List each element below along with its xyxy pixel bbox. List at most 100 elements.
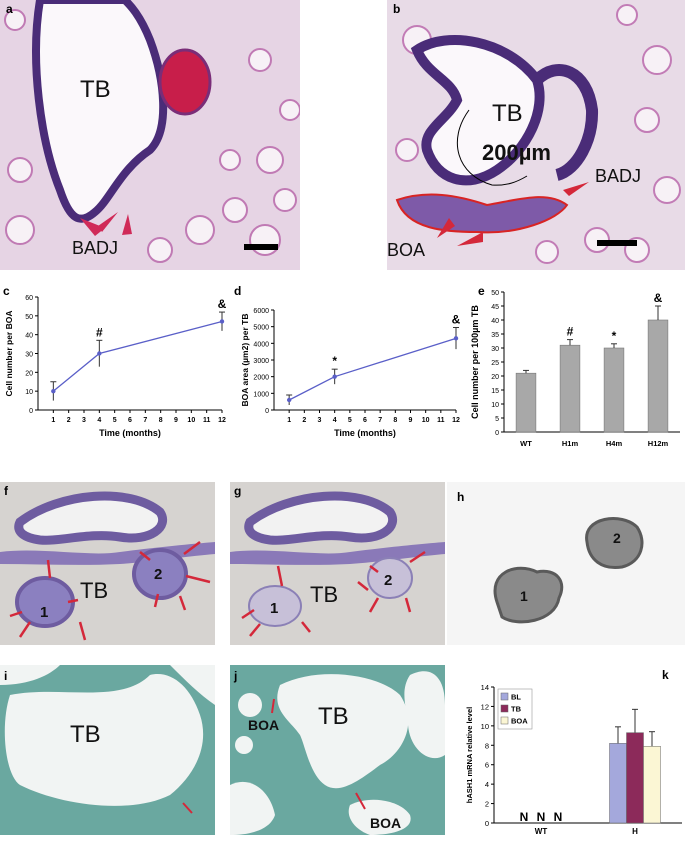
zero-label: N: [554, 810, 563, 824]
category-label: WT: [520, 439, 532, 448]
y-tick-label: 40: [25, 333, 33, 340]
panel-a-overlay: [80, 212, 278, 250]
panel-j-overlay: [271, 698, 366, 810]
x-axis-label: Time (months): [334, 428, 396, 438]
legend: BL TB BOA: [497, 688, 533, 730]
y-axis-label: Cell number per BOA: [4, 311, 14, 397]
data-point: [97, 351, 102, 356]
legend-label: TB: [511, 705, 522, 714]
panel-f-micrograph: f TB 1 2: [0, 482, 215, 645]
y-tick-label: 3000: [253, 358, 269, 365]
panel-g-image: [230, 482, 445, 645]
significance-mark: &: [218, 297, 227, 311]
y-tick-label: 30: [25, 352, 33, 359]
significance-mark: #: [567, 325, 574, 339]
x-tick-label: 4: [333, 417, 337, 424]
x-tick-label: 8: [393, 417, 397, 424]
y-tick-label: 0: [29, 408, 33, 415]
y-tick-label: 5000: [253, 325, 269, 332]
panel-g-num1: 1: [270, 600, 279, 617]
x-tick-label: 2: [67, 417, 71, 424]
panel-i-letter: i: [4, 669, 8, 683]
y-tick-label: 4000: [253, 341, 269, 348]
x-tick-label: 9: [174, 417, 178, 424]
y-tick-label: 45: [491, 304, 499, 311]
y-tick-label: 20: [491, 374, 499, 381]
y-tick-label: 0: [485, 819, 489, 828]
category-label: H1m: [562, 439, 579, 448]
chart-e: 0 5 10 15 20 25 30 35 40 45 50 WT # H1m * H4m & H12m Cell …: [470, 290, 680, 448]
x-tick-label: 4: [97, 417, 101, 424]
x-tick-label: 9: [409, 417, 413, 424]
bar: [647, 319, 669, 433]
y-tick-label: 50: [491, 290, 499, 297]
panel-j-micrograph: j TB BOA BOA: [230, 665, 445, 835]
data-point: [453, 336, 459, 341]
series-line: [288, 337, 457, 401]
panel-f-image: [0, 482, 215, 645]
panel-f-overlay: [9, 541, 211, 641]
series-line: [52, 320, 223, 392]
panel-j-boa1: BOA: [248, 717, 280, 733]
legend-swatch: [500, 716, 509, 725]
significance-mark: &: [654, 291, 663, 305]
panel-b-badj-label: BADJ: [595, 166, 642, 186]
panel-h-num1: 1: [520, 588, 528, 604]
x-tick-label: 3: [82, 417, 86, 424]
panel-h-num2: 2: [613, 530, 621, 546]
y-tick-label: 10: [25, 389, 33, 396]
x-tick-label: 6: [128, 417, 132, 424]
y-tick-label: 14: [481, 683, 489, 692]
y-axis-label: hASH1 mRNA relative level: [465, 707, 474, 803]
legend-swatch: [500, 692, 509, 701]
x-tick-label: 7: [378, 417, 382, 424]
y-tick-label: 35: [491, 332, 499, 339]
x-tick-label: 8: [159, 417, 163, 424]
category-label: H4m: [606, 439, 623, 448]
panel-h-image: [447, 482, 685, 645]
panel-k-letter: k: [662, 668, 669, 682]
bar-boa: [643, 746, 661, 824]
x-tick-label: 7: [143, 417, 147, 424]
x-tick-label: 10: [422, 417, 430, 424]
x-tick-label: 2: [302, 417, 306, 424]
y-tick-label: 4: [485, 780, 489, 789]
zero-label: N: [537, 810, 546, 824]
x-tick-label: 11: [203, 417, 211, 424]
y-tick-label: 25: [491, 360, 499, 367]
y-tick-label: 10: [481, 722, 489, 731]
panel-h-letter: h: [457, 490, 465, 504]
panel-b-micrograph: b TB 200µm BADJ BOA: [387, 0, 685, 270]
panel-b-overlay: [437, 182, 637, 246]
panel-i-tb-label: TB: [70, 721, 101, 748]
panel-a-image: [0, 0, 300, 270]
panel-g-tb-label: TB: [310, 582, 339, 607]
panel-b-image: [387, 0, 685, 270]
zero-label: N: [520, 810, 529, 824]
y-tick-label: 10: [491, 402, 499, 409]
panel-a-tb-label: TB: [80, 76, 111, 103]
bar-tb: [626, 732, 644, 824]
y-tick-label: 15: [491, 388, 499, 395]
y-axis-label: BOA area (µm2) per TB: [240, 314, 250, 407]
panel-b-letter: b: [393, 2, 401, 16]
panel-e-letter: e: [478, 284, 485, 298]
panel-a-scalebar: [244, 244, 278, 250]
significance-mark: *: [332, 354, 337, 368]
legend-label: BL: [511, 693, 521, 702]
bar: [515, 372, 537, 433]
panel-c-letter: c: [3, 284, 10, 298]
panel-j-letter: j: [234, 669, 238, 683]
y-axis-label: Cell number per 100µm TB: [470, 305, 480, 419]
panel-g-num2: 2: [384, 572, 393, 589]
significance-mark: *: [612, 329, 617, 343]
y-tick-label: 5: [495, 416, 499, 423]
x-tick-label: 11: [437, 417, 445, 424]
y-tick-label: 60: [25, 295, 33, 302]
x-tick-label: 1: [51, 417, 55, 424]
y-tick-label: 6: [485, 761, 489, 770]
x-axis-label: Time (months): [99, 428, 161, 438]
